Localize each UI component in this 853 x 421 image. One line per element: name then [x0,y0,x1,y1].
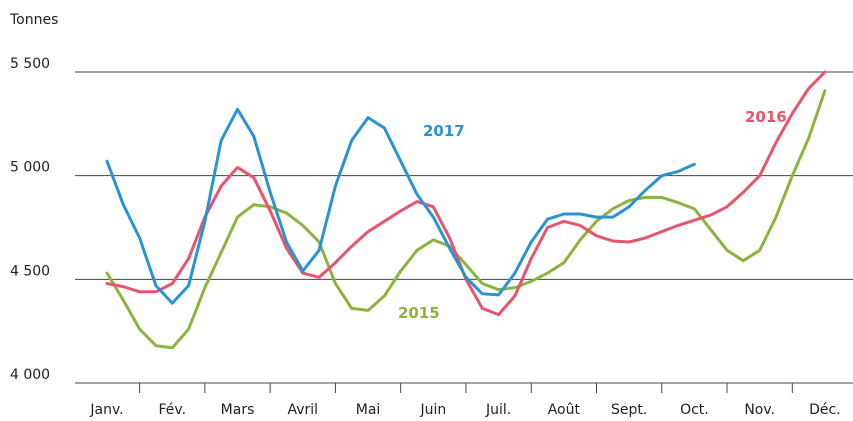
x-tick-label: Mars [221,402,255,418]
x-tick-label: Nov. [744,402,775,418]
y-tick-label: 5 500 [10,56,50,72]
series-line [105,89,827,350]
x-tick-label: Janv. [89,402,123,418]
series-label: 2015 [398,304,440,322]
x-tick-label: Sept. [611,402,647,418]
y-tick-label: 4 500 [10,263,50,279]
y-tick-label: 4 000 [10,367,50,383]
series-label: 2017 [423,122,465,140]
x-tick-label: Mai [356,402,381,418]
x-tick-label: Fév. [158,402,186,418]
y-axis-label: Tonnes [9,12,58,28]
x-tick-label: Juin [419,402,446,418]
x-tick-label: Avril [287,402,318,418]
y-tick-label: 5 000 [10,160,50,176]
x-tick-label: Oct. [680,402,709,418]
x-tick-label: Août [548,402,581,418]
x-tick-label: Juil. [485,402,511,418]
x-tick-label: Déc. [809,402,841,418]
series-label: 2016 [745,108,787,126]
series-line [105,107,696,305]
